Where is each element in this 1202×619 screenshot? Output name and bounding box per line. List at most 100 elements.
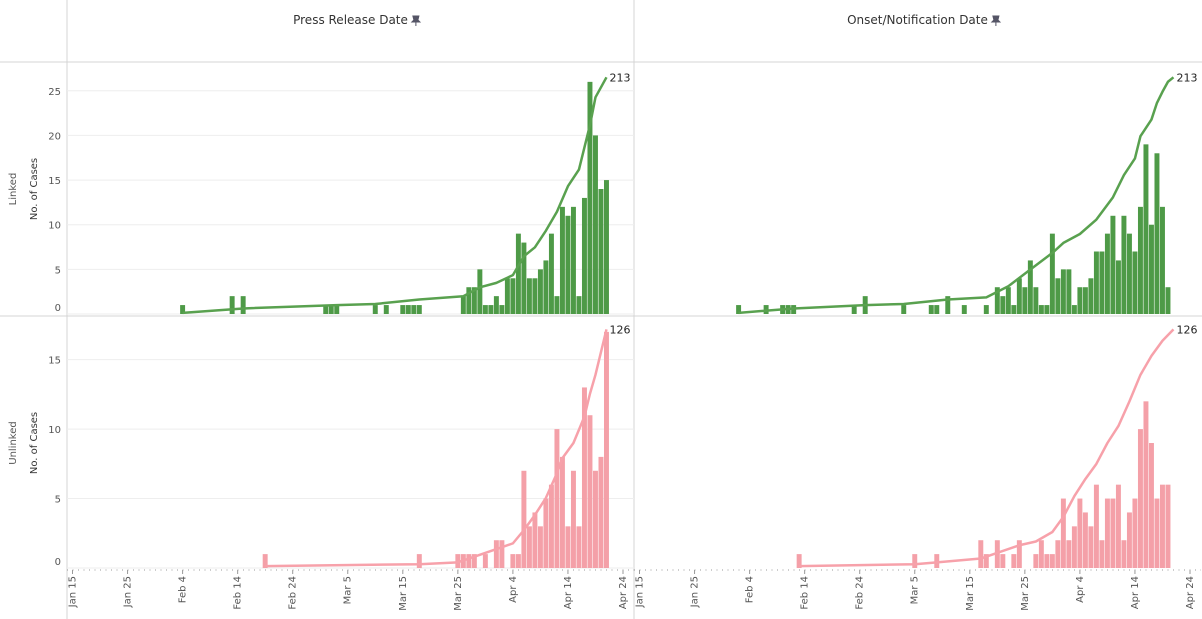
bar xyxy=(1093,251,1099,314)
bar xyxy=(543,498,549,568)
bar xyxy=(1115,484,1121,568)
bar xyxy=(1082,287,1088,314)
x-tick-label: Feb 24 xyxy=(855,576,866,610)
bar xyxy=(1077,287,1083,314)
bar xyxy=(466,287,472,314)
bar xyxy=(510,554,516,568)
bar xyxy=(1115,260,1121,314)
pin-icon xyxy=(410,15,422,26)
bar xyxy=(400,305,406,314)
y-axis-label: No. of Cases xyxy=(29,412,40,474)
bar xyxy=(1110,498,1116,568)
row-label: Linked xyxy=(8,173,19,206)
bar xyxy=(565,215,571,314)
x-tick-label: Feb 24 xyxy=(288,576,299,610)
bar xyxy=(1121,215,1127,314)
bar xyxy=(1066,269,1072,314)
bar xyxy=(1071,305,1077,314)
x-tick-label: Mar 5 xyxy=(343,576,354,604)
bar xyxy=(510,278,516,314)
bar xyxy=(1066,540,1072,568)
bar xyxy=(180,305,186,314)
bar xyxy=(1148,224,1154,314)
bar xyxy=(1154,153,1160,314)
bar xyxy=(1148,443,1154,568)
bar xyxy=(603,331,609,568)
x-tick-label: Apr 4 xyxy=(508,576,519,603)
y-tick-label: 10 xyxy=(48,425,61,436)
bar xyxy=(1104,233,1110,314)
x-tick-label: Mar 5 xyxy=(910,576,921,604)
bar xyxy=(477,269,483,314)
x-tick-label: Apr 14 xyxy=(1130,576,1141,609)
y-tick-label: 0 xyxy=(55,303,61,314)
bar xyxy=(1082,512,1088,568)
bar xyxy=(554,296,560,314)
bar xyxy=(1143,144,1149,314)
bar xyxy=(537,269,543,314)
y-tick-label: 20 xyxy=(48,131,61,142)
bar xyxy=(961,305,967,314)
bar xyxy=(587,81,593,314)
y-tick-label: 5 xyxy=(55,265,61,276)
bar xyxy=(526,278,532,314)
bar xyxy=(598,189,604,314)
x-tick-label: Feb 4 xyxy=(178,576,189,603)
bar xyxy=(372,305,378,314)
bar xyxy=(570,206,576,314)
cumulative-line xyxy=(738,76,1175,315)
bar xyxy=(592,470,598,568)
bar xyxy=(521,242,527,314)
bar xyxy=(1077,498,1083,568)
bar xyxy=(1011,305,1017,314)
bar xyxy=(1044,305,1050,314)
x-tick-label: Apr 14 xyxy=(563,576,574,609)
bar xyxy=(532,278,538,314)
bar xyxy=(493,540,499,568)
bar xyxy=(928,305,934,314)
x-tick-label: Mar 25 xyxy=(453,576,464,611)
cumulative-line xyxy=(265,329,608,568)
bar xyxy=(581,197,587,314)
bar xyxy=(851,305,857,314)
line-end-label: 213 xyxy=(1176,71,1197,84)
bar xyxy=(554,429,560,568)
x-tick-label: Jan 15 xyxy=(635,576,646,608)
line-end-label: 126 xyxy=(1176,323,1197,336)
bar xyxy=(1055,278,1061,314)
bar xyxy=(581,387,587,568)
bar xyxy=(515,233,521,314)
bar xyxy=(532,512,538,568)
bar xyxy=(1099,540,1105,568)
bar xyxy=(570,470,576,568)
bar xyxy=(576,526,582,568)
bar xyxy=(493,296,499,314)
bar xyxy=(1159,484,1165,568)
bar xyxy=(416,305,422,314)
bar xyxy=(411,305,417,314)
bar xyxy=(587,415,593,568)
bar xyxy=(471,554,477,568)
bar xyxy=(504,278,510,314)
bar xyxy=(1011,554,1017,568)
bar xyxy=(796,554,802,568)
bar xyxy=(978,540,984,568)
bar xyxy=(1071,526,1077,568)
x-tick-label: Apr 24 xyxy=(618,576,629,609)
x-tick-label: Apr 24 xyxy=(1185,576,1196,609)
bar xyxy=(405,305,411,314)
bar xyxy=(543,260,549,314)
bar xyxy=(1016,278,1022,314)
y-tick-label: 25 xyxy=(48,87,61,98)
x-tick-label: Jan 25 xyxy=(123,576,134,608)
row-label: Unlinked xyxy=(8,421,19,465)
bar xyxy=(1055,540,1061,568)
bar xyxy=(383,305,389,314)
bar xyxy=(1121,540,1127,568)
cumulative-line xyxy=(182,76,608,315)
bar xyxy=(499,540,505,568)
bar xyxy=(1088,278,1094,314)
bar xyxy=(240,296,246,314)
bar xyxy=(901,305,907,314)
